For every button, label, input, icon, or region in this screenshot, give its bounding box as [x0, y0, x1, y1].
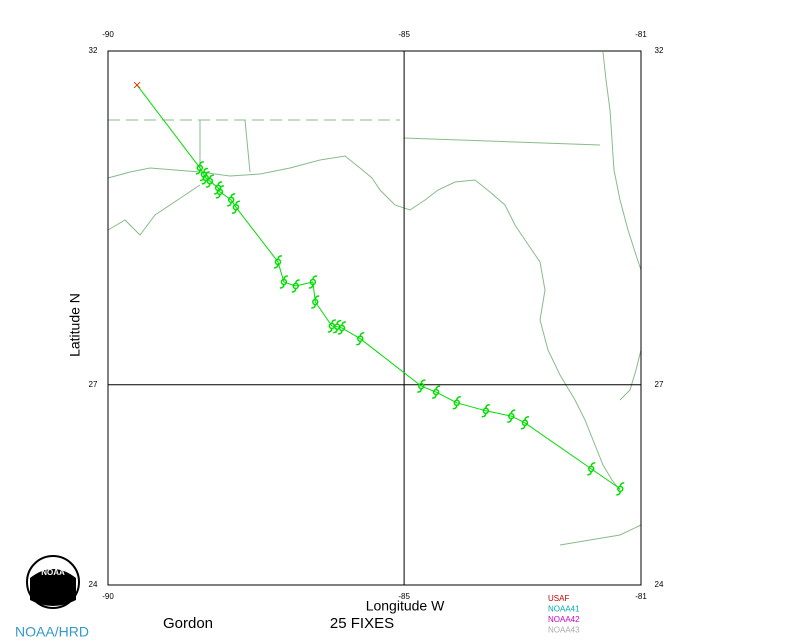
noaa-logo: NOAA: [26, 555, 80, 609]
fix-arms: [311, 295, 320, 309]
fix-arms: [273, 255, 283, 269]
legend-entry: NOAA41: [548, 605, 580, 614]
fix-arms: [327, 319, 336, 333]
x-axis-label: Longitude W: [366, 598, 445, 614]
fix-symbol: [417, 379, 426, 393]
fix-arms: [205, 174, 214, 188]
fix-arms: [481, 404, 490, 418]
x-tick-label-bottom: -90: [102, 592, 114, 601]
fix-arms: [417, 379, 426, 393]
fix-symbol: [308, 275, 317, 289]
fix-arms: [616, 482, 625, 496]
plot-frame: [107, 50, 642, 586]
y-tick-label-left: 32: [89, 46, 98, 55]
x-tick-label-top: -90: [102, 30, 114, 39]
fix-symbol: [587, 462, 596, 476]
y-tick-label-left: 24: [89, 580, 98, 589]
fix-symbol: [520, 416, 529, 430]
x-tick-label-top: -85: [398, 30, 410, 39]
fix-symbol: [507, 409, 516, 423]
fix-arms: [333, 319, 342, 334]
credit: NOAA/HRD: [15, 624, 89, 640]
fix-symbol: [231, 200, 240, 214]
start-marker: [133, 81, 141, 89]
legend-entry: USAF: [548, 594, 569, 603]
logo-text: NOAA: [41, 568, 65, 577]
fix-arms: [452, 396, 461, 410]
fix-symbol: [481, 404, 490, 418]
legend-entry: NOAA43: [548, 626, 580, 635]
fix-arms: [308, 275, 317, 289]
fix-arms: [356, 331, 365, 346]
track-segment: [136, 84, 201, 169]
fix-arms: [231, 200, 240, 214]
y-tick-label-right: 27: [655, 380, 664, 389]
coastline: [107, 51, 642, 546]
fix-arms: [520, 416, 529, 430]
fix-arms: [587, 462, 596, 476]
fix-symbol: [311, 295, 320, 309]
fix-symbol: [356, 331, 365, 346]
fix-arms: [337, 321, 346, 335]
fix-symbol: [215, 185, 224, 199]
fix-symbol: [227, 193, 236, 207]
x-tick-label-bottom: -81: [635, 592, 647, 601]
fix-arms: [215, 185, 224, 199]
y-tick-label-left: 27: [89, 380, 98, 389]
fix-symbol: [452, 396, 461, 410]
fix-symbol: [337, 321, 346, 335]
storm-name: Gordon: [163, 615, 213, 632]
fix-arms: [227, 193, 236, 207]
y-axis-label: Latitude N: [67, 293, 83, 357]
fix-symbol: [195, 161, 204, 175]
fix-symbol: [291, 279, 300, 293]
fix-arms: [291, 279, 300, 293]
fix-arms: [507, 409, 516, 423]
y-tick-label-right: 32: [655, 46, 664, 55]
fix-symbol: [205, 174, 214, 188]
fix-symbol: [432, 385, 441, 399]
track-line: [199, 167, 621, 490]
fix-symbol: [279, 275, 288, 289]
fix-arms: [279, 275, 288, 289]
fix-arms: [195, 161, 204, 175]
x-tick-label-top: -81: [635, 30, 647, 39]
fix-count: 25 FIXES: [330, 615, 394, 632]
y-tick-label-right: 24: [655, 580, 664, 589]
fix-arms: [201, 171, 210, 185]
x-tick-label-bottom: -85: [398, 592, 410, 601]
fix-symbol: [273, 255, 283, 269]
fix-arms: [432, 385, 441, 399]
legend-entry: NOAA42: [548, 615, 580, 624]
fix-symbol: [616, 482, 625, 496]
fix-symbol: [201, 171, 210, 185]
